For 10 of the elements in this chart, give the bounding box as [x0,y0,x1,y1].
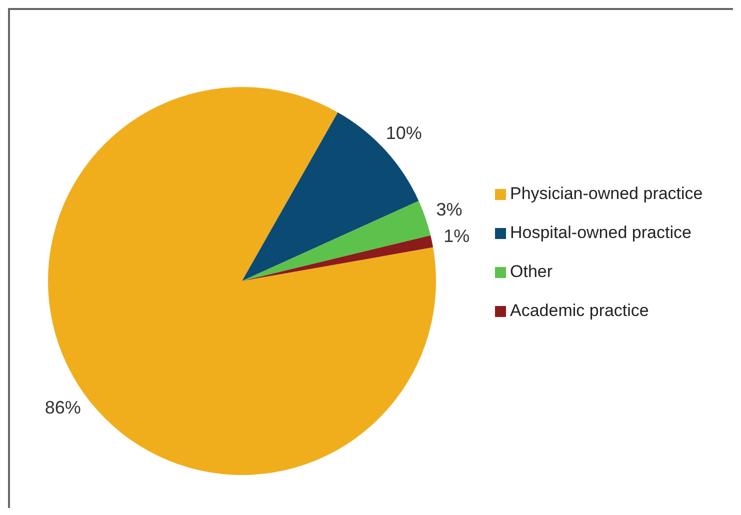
pie-slice [242,235,434,281]
data-label: 1% [444,226,470,246]
legend-label: Academic practice [510,301,649,320]
pie-slice [242,200,431,281]
data-label: 10% [386,123,422,144]
legend-label: Physician-owned practice [510,184,703,203]
legend-label: Other [510,262,553,281]
legend-label: Hospital-owned practice [510,223,692,242]
data-label: 3% [436,200,462,220]
data-label: 86% [44,397,81,418]
